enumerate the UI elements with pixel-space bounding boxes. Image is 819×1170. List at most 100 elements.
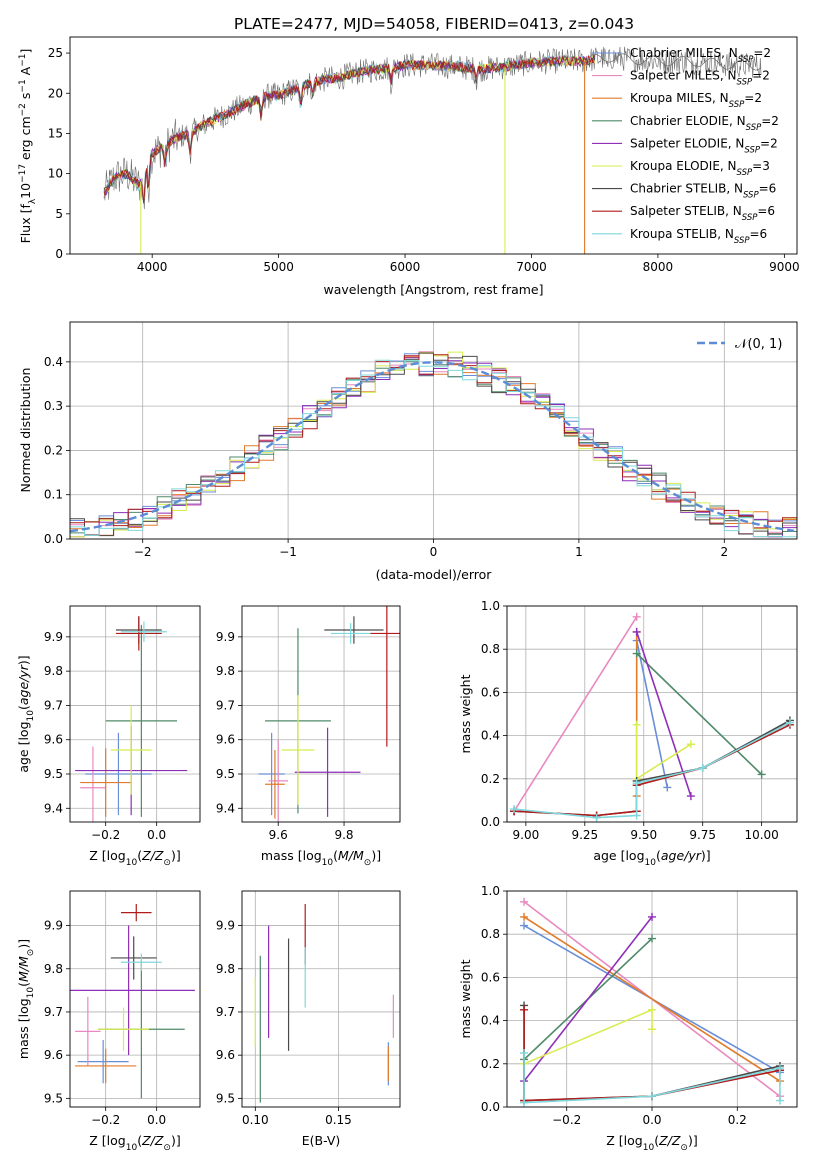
y-tick-label: 9.5 — [216, 767, 235, 781]
series-marker — [785, 718, 794, 727]
y-tick-label: 0.8 — [481, 927, 500, 941]
y-tick-label: 9.5 — [216, 1091, 235, 1105]
legend-label: 𝒩(0, 1) — [735, 337, 782, 352]
x-tick-label: 9.25 — [571, 828, 598, 842]
y-tick-label: 9.6 — [216, 733, 235, 747]
x-axis-label: Z [log10(Z/Z⊙)] — [606, 1133, 697, 1153]
legend-label: Chabrier STELIB, NSSP=6 — [630, 182, 776, 201]
y-tick-label: 9.4 — [216, 801, 235, 815]
series-marker — [775, 1096, 784, 1105]
axes-mass_vs_EBV: 0.10 0.15 9.5 9.6 9.7 9.8 9.9 E(B-V) — [216, 890, 401, 1148]
y-tick-label: 0.6 — [481, 970, 500, 984]
legend-label: Chabrier ELODIE, NSSP=2 — [630, 114, 779, 133]
series-line — [635, 631, 692, 797]
y-axis-label: Flux [fλ10−17 erg cm−2 s−1 A−1] — [18, 49, 38, 244]
series-line — [514, 724, 791, 817]
legend-label: Salpeter STELIB, NSSP=6 — [630, 204, 775, 223]
x-tick-label: −2 — [134, 545, 152, 559]
x-tick-label: 4000 — [137, 260, 168, 274]
legend-label: Kroupa STELIB, NSSP=6 — [630, 227, 767, 246]
y-tick-label: 0.4 — [481, 1014, 500, 1028]
axes-frame — [241, 605, 401, 823]
x-tick-label: 0.15 — [325, 1113, 352, 1127]
series-line — [523, 916, 781, 1082]
legend-label: Chabrier MILES, NSSP=2 — [630, 46, 771, 65]
y-tick-label: 9.4 — [44, 801, 63, 815]
series-marker — [686, 792, 695, 801]
series-line — [514, 721, 791, 819]
y-tick-label: 9.7 — [216, 1005, 235, 1019]
x-axis-label: mass [log10(M/M⊙)] — [261, 848, 381, 868]
series-marker — [648, 934, 656, 943]
series-marker — [648, 1025, 656, 1034]
axes-mass_weight_vs_age: 9.00 9.25 9.50 9.75 10.00 0.0 0.2 0.4 0.6 0.8 1.0 a… — [458, 599, 798, 868]
x-axis-label: E(B-V) — [302, 1133, 341, 1148]
series-marker — [510, 805, 519, 814]
plot-area-mass_weight_vs_Z — [520, 897, 784, 1107]
y-tick-label: 9.6 — [216, 1048, 235, 1062]
x-tick-label: 10.00 — [744, 828, 778, 842]
y-tick-label: 0.4 — [481, 729, 500, 743]
model-spectrum-line — [103, 54, 595, 203]
x-tick-label: 9.50 — [630, 828, 657, 842]
axes-age_vs_Z: −0.2 0.0 9.4 9.5 9.6 9.7 9.8 9.9 Z [log10(Z/Z⊙)]… — [16, 605, 201, 868]
series-marker — [632, 720, 641, 729]
grid-age_vs_Z — [70, 606, 200, 822]
legend-label: Kroupa MILES, NSSP=2 — [630, 91, 762, 110]
series-marker — [520, 1049, 529, 1057]
axes-residuals: −2 −1 0 1 2 0.0 0.1 0.2 0.3 0.4 𝒩(0, 1) (data-model… — [18, 321, 798, 582]
series-marker — [698, 764, 707, 772]
x-tick-label: 2 — [720, 545, 728, 559]
grid-age_vs_mass — [242, 606, 400, 822]
x-tick-label: 9.75 — [689, 828, 716, 842]
y-tick-label: 0.1 — [44, 488, 63, 502]
x-tick-label: 9000 — [769, 260, 800, 274]
grid-mass_vs_EBV — [242, 891, 400, 1107]
series-marker — [520, 897, 529, 906]
y-tick-label: 0.0 — [481, 1100, 500, 1114]
y-tick-label: 20 — [48, 86, 63, 100]
y-tick-label: 1.0 — [481, 884, 500, 898]
x-tick-label: −1 — [279, 545, 297, 559]
figure-title: PLATE=2477, MJD=54058, FIBERID=0413, z=0… — [234, 15, 634, 33]
x-tick-label: −0.2 — [91, 828, 120, 842]
series-line — [636, 652, 763, 776]
y-tick-label: 9.8 — [216, 962, 235, 976]
series-marker — [592, 813, 601, 822]
y-tick-label: 9.7 — [44, 698, 63, 712]
series-marker — [775, 1064, 784, 1073]
series-marker — [686, 740, 695, 749]
y-tick-label: 0.2 — [481, 772, 500, 786]
y-tick-label: 0.0 — [481, 815, 500, 829]
y-tick-label: 0.2 — [481, 1057, 500, 1071]
plot-area-mass_vs_Z — [70, 903, 195, 1099]
y-tick-label: 5 — [55, 207, 63, 221]
series-line — [514, 719, 791, 817]
y-axis-label: mass weight — [458, 674, 473, 753]
axes-frame — [69, 321, 798, 540]
y-tick-label: 9.7 — [216, 698, 235, 712]
series-marker — [520, 1098, 529, 1107]
series-marker — [632, 811, 641, 820]
x-tick-label: 0.0 — [147, 828, 166, 842]
series-line — [523, 1008, 653, 1065]
x-tick-label: 0 — [430, 545, 438, 559]
series-marker — [632, 627, 641, 636]
y-axis-label: Normed distribution — [18, 368, 33, 493]
y-tick-label: 9.9 — [216, 630, 235, 644]
data-spectrum-tail — [581, 53, 762, 71]
series-marker — [757, 770, 766, 779]
y-tick-label: 0.0 — [44, 532, 63, 546]
series-line — [523, 916, 653, 1082]
series-line — [635, 640, 669, 788]
model-spectrum-line — [103, 55, 596, 201]
x-tick-label: −0.2 — [91, 1113, 120, 1127]
axes-age_vs_mass: 9.6 9.8 9.4 9.5 9.6 9.7 9.8 9.9 mass [log10(M/M⊙… — [216, 605, 401, 868]
y-tick-label: 9.5 — [44, 767, 63, 781]
axes-mass_vs_Z: −0.2 0.0 9.5 9.6 9.7 9.8 9.9 Z [log10(Z/Z⊙)] mas… — [16, 890, 201, 1153]
x-tick-label: −0.2 — [552, 1113, 581, 1127]
x-axis-label: (data-model)/error — [376, 567, 493, 582]
histogram-step — [70, 354, 797, 529]
y-tick-label: 9.8 — [44, 962, 63, 976]
